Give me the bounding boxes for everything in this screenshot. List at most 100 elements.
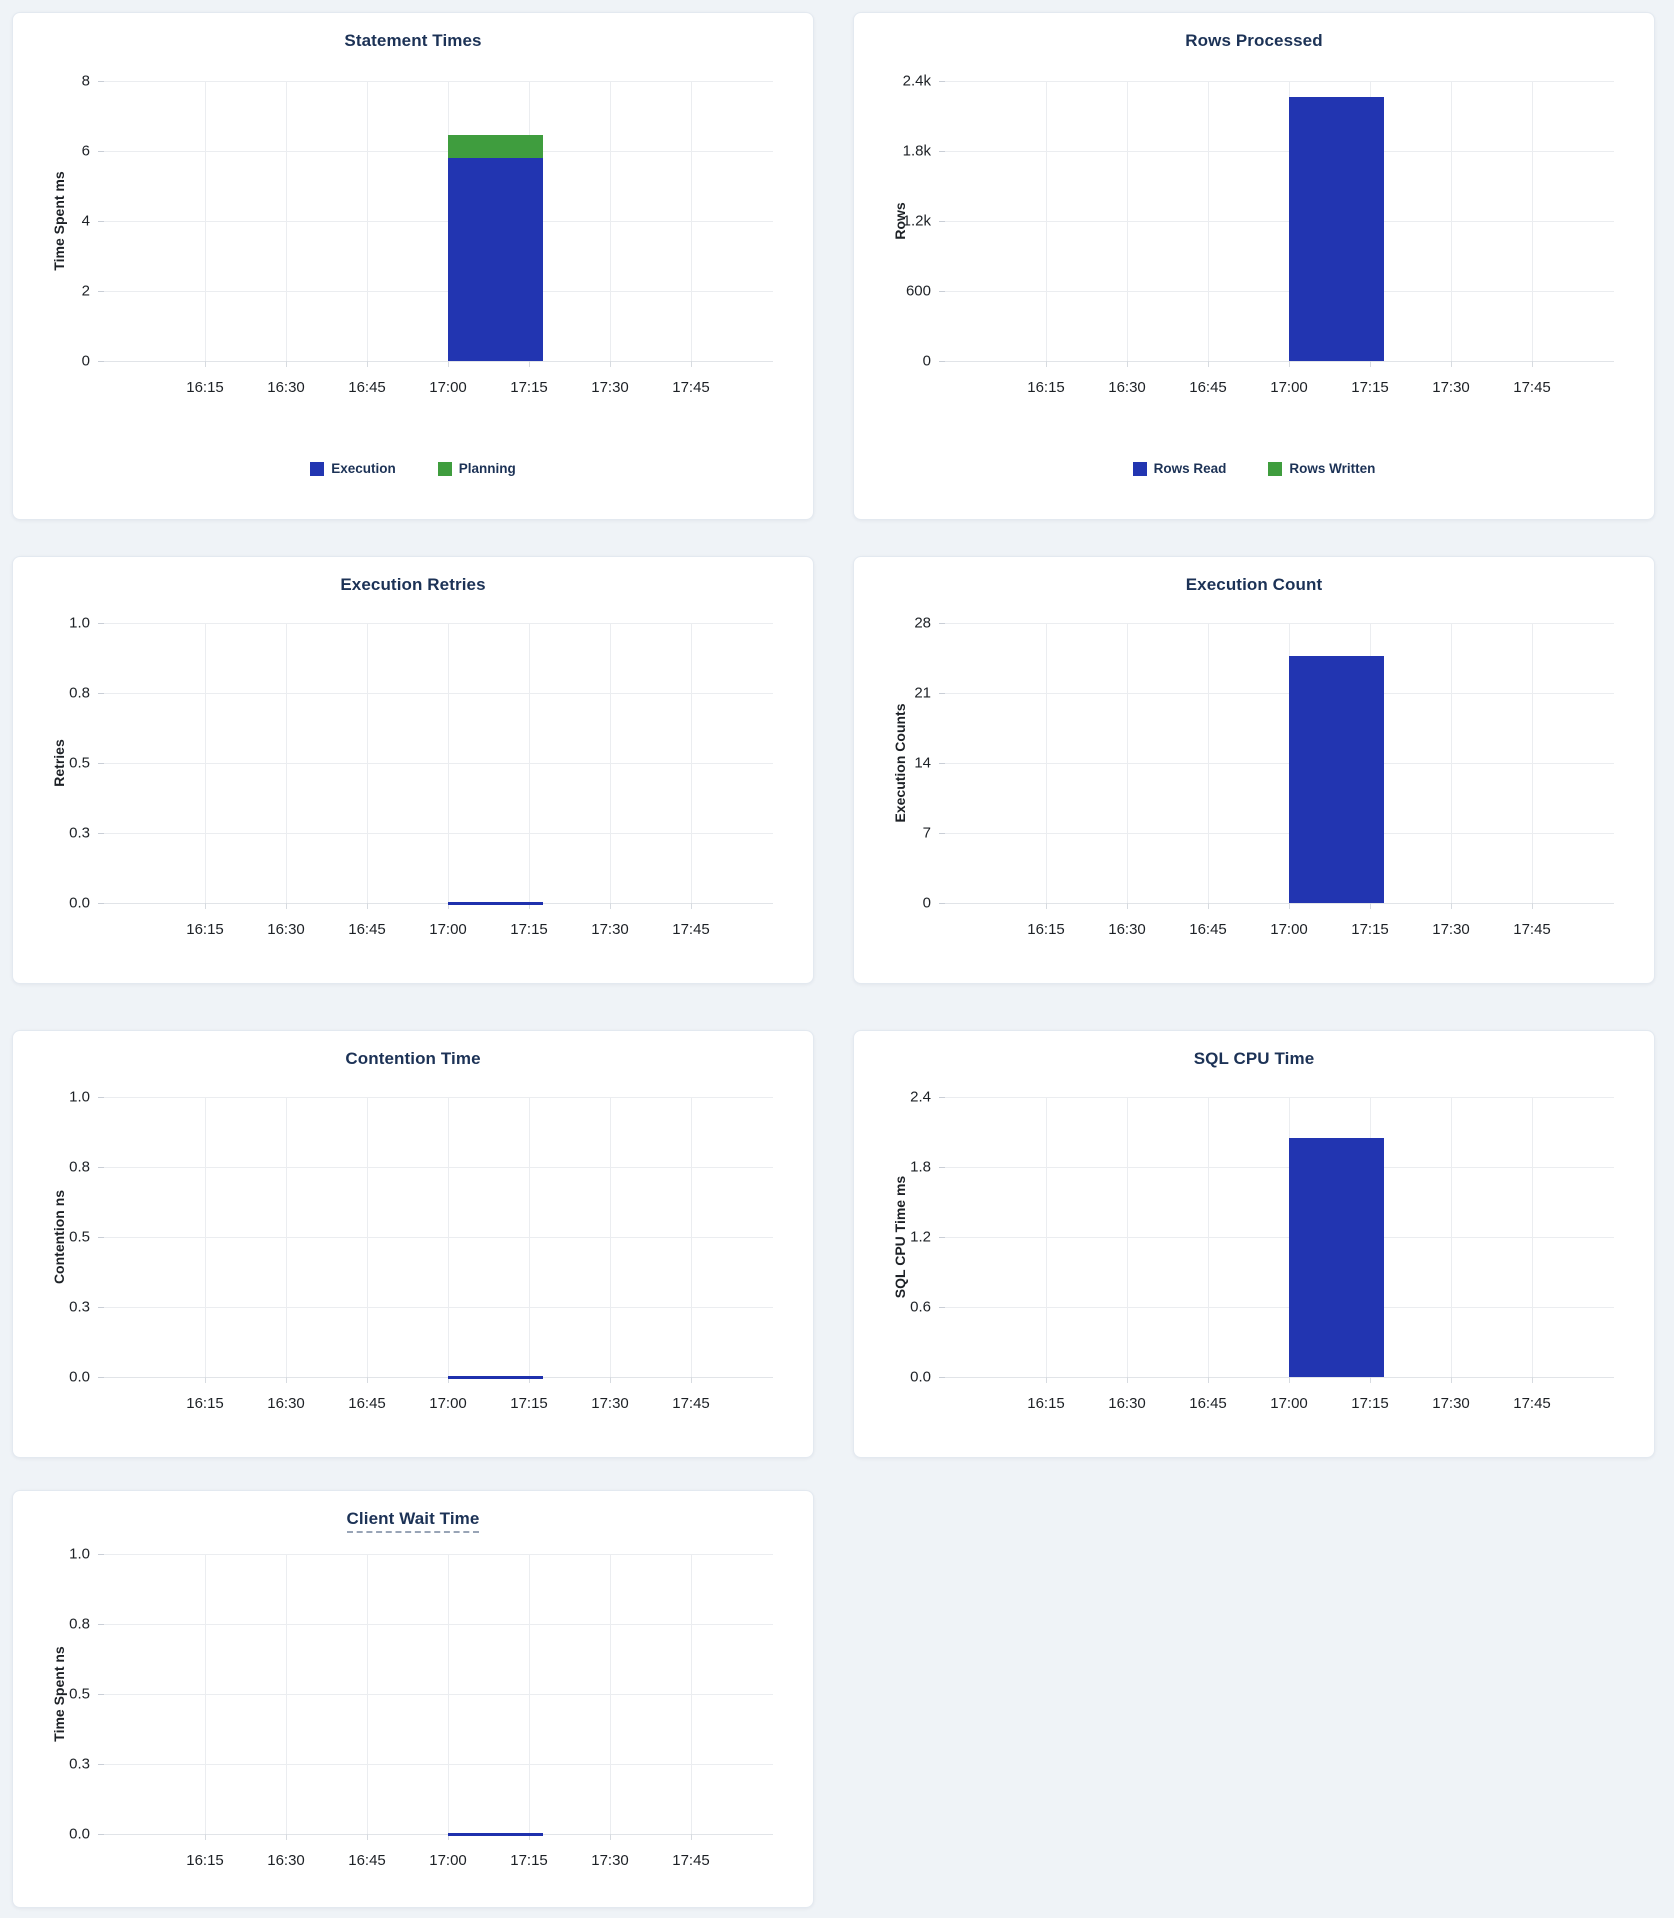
y-gridline [945,1167,1614,1168]
x-gridline [448,1097,449,1377]
x-tick-label: 16:45 [348,921,386,938]
x-tick-label: 17:00 [429,1395,467,1412]
x-tick-mark [1532,361,1533,367]
y-tick-label: 2.4k [902,72,931,90]
y-tick-label: 0.3 [69,824,90,842]
legend-label: Planning [458,461,516,476]
y-tick-mark [98,693,104,694]
chart-title: Execution Count [854,575,1654,597]
y-tick-mark [98,361,104,362]
y-gridline [945,1097,1614,1098]
y-tick-label: 21 [914,684,931,702]
x-gridline [691,1554,692,1834]
x-tick-mark [610,1377,611,1383]
y-gridline [104,1307,773,1308]
x-tick-label: 17:00 [429,921,467,938]
x-tick-label: 17:00 [1270,1395,1308,1412]
zero-value-line[interactable] [448,1376,543,1379]
x-tick-label: 17:45 [672,921,710,938]
chart-title-text: Execution Retries [340,575,486,594]
y-tick-mark [98,1554,104,1555]
chart-title: Rows Processed [854,31,1654,53]
x-gridline [1046,1097,1047,1377]
x-gridline [610,1554,611,1834]
x-tick-mark [1046,903,1047,909]
zero-value-line[interactable] [448,902,543,905]
x-tick-mark [610,903,611,909]
y-tick-label: 0.6 [910,1298,931,1316]
x-gridline [367,1097,368,1377]
chart-title: SQL CPU Time [854,1049,1654,1071]
legend-item-rows-written[interactable]: Rows Written [1268,461,1375,476]
x-tick-label: 17:45 [672,379,710,396]
y-gridline [104,693,773,694]
bar-segment-planning[interactable] [448,135,543,158]
x-tick-label: 17:15 [1351,921,1389,938]
bar-segment-rows-read[interactable] [1289,97,1384,361]
zero-value-line[interactable] [448,1833,543,1836]
x-tick-mark [1208,903,1209,909]
x-tick-label: 16:15 [186,379,224,396]
x-gridline [1451,623,1452,903]
x-gridline [286,623,287,903]
x-gridline [1046,81,1047,361]
x-axis-baseline [945,1377,1614,1378]
y-gridline [104,1554,773,1555]
y-tick-label: 1.8k [902,142,931,160]
y-tick-mark [939,221,945,222]
legend-item-planning[interactable]: Planning [437,461,516,476]
y-tick-mark [98,763,104,764]
x-tick-label: 16:30 [267,921,305,938]
y-tick-label: 0 [81,352,90,370]
x-tick-label: 17:00 [1270,379,1308,396]
y-tick-mark [98,1764,104,1765]
chart-card-client-wait-time: Client Wait Time Time Spent ns 1.0 0.8 0.5 0… [12,1490,814,1908]
chart-title: Statement Times [13,31,813,53]
chart-title-text: Contention Time [345,1049,481,1068]
y-tick-mark [939,903,945,904]
x-tick-label: 17:45 [672,1395,710,1412]
x-gridline [1208,1097,1209,1377]
x-gridline [205,623,206,903]
y-tick-label: 1.0 [69,1088,90,1106]
y-tick-label: 14 [914,754,931,772]
bar-segment-execution[interactable] [448,158,543,361]
x-tick-mark [205,1377,206,1383]
x-tick-label: 17:15 [1351,379,1389,396]
y-tick-mark [939,1237,945,1238]
y-tick-label: 0 [922,894,931,912]
y-tick-mark [98,1097,104,1098]
y-gridline [945,151,1614,152]
chart-card-sql-cpu-time: SQL CPU Time SQL CPU Time ms 2.4 1.8 1.2 0.6… [853,1030,1655,1458]
x-tick-label: 17:30 [591,1852,629,1869]
x-tick-label: 17:00 [429,1852,467,1869]
x-tick-label: 17:30 [591,379,629,396]
bar-segment-sql-cpu-time[interactable] [1289,1137,1384,1377]
y-gridline [945,693,1614,694]
x-tick-mark [1208,1377,1209,1383]
y-tick-label: 600 [905,282,931,300]
x-tick-mark [448,1834,449,1840]
x-tick-mark [691,1834,692,1840]
x-gridline [1532,623,1533,903]
x-gridline [691,1097,692,1377]
y-tick-mark [939,623,945,624]
x-axis-baseline [945,903,1614,904]
x-tick-label: 17:15 [1351,1395,1389,1412]
x-tick-mark [1451,903,1452,909]
x-tick-mark [448,361,449,367]
y-tick-mark [939,763,945,764]
chart-title-text[interactable]: Client Wait Time [346,1509,480,1533]
bar-segment-execution-count[interactable] [1289,656,1384,903]
y-tick-label: 1.0 [69,614,90,632]
x-tick-label: 16:30 [267,1395,305,1412]
y-tick-mark [939,151,945,152]
chart-card-execution-retries: Execution Retries Retries 1.0 0.8 0.5 0.3 0.0… [12,556,814,984]
legend-item-execution[interactable]: Execution [310,461,396,476]
x-gridline [286,81,287,361]
chart-title: Client Wait Time [13,1509,813,1533]
x-axis-baseline [104,903,773,904]
legend-item-rows-read[interactable]: Rows Read [1132,461,1226,476]
y-tick-label: 28 [914,614,931,632]
legend-swatch [1268,461,1283,476]
